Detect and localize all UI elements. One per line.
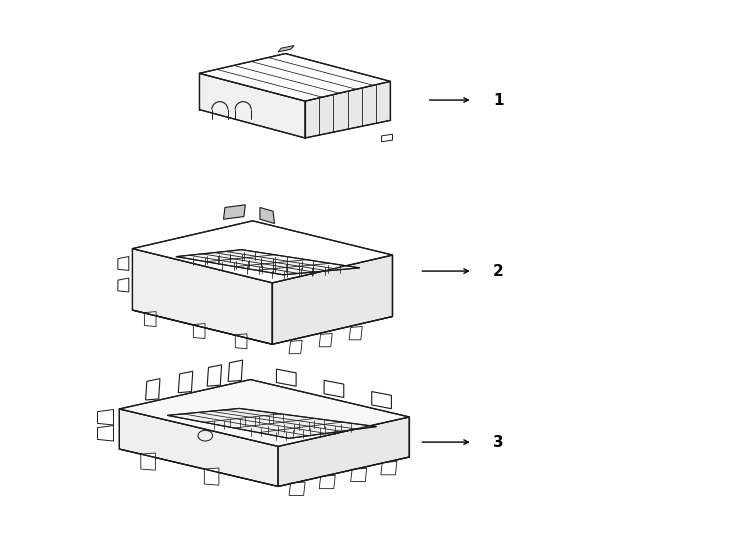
Polygon shape	[349, 327, 363, 340]
Polygon shape	[236, 334, 247, 349]
Polygon shape	[193, 323, 205, 339]
Polygon shape	[120, 380, 410, 447]
Text: 3: 3	[493, 435, 504, 450]
Polygon shape	[382, 134, 393, 141]
Polygon shape	[98, 426, 114, 441]
Polygon shape	[277, 369, 296, 386]
Polygon shape	[132, 248, 272, 345]
Polygon shape	[176, 249, 360, 275]
Polygon shape	[319, 333, 333, 347]
Polygon shape	[200, 73, 305, 138]
Polygon shape	[204, 468, 219, 485]
Polygon shape	[278, 417, 410, 487]
Polygon shape	[305, 82, 390, 138]
Polygon shape	[118, 256, 128, 271]
Polygon shape	[272, 255, 393, 345]
Polygon shape	[289, 482, 305, 495]
Text: 1: 1	[493, 92, 504, 107]
Polygon shape	[145, 312, 156, 327]
Polygon shape	[319, 475, 335, 489]
Polygon shape	[118, 278, 128, 292]
Polygon shape	[223, 205, 245, 219]
Polygon shape	[381, 462, 397, 475]
Polygon shape	[132, 221, 393, 283]
Polygon shape	[120, 409, 278, 487]
Polygon shape	[200, 53, 390, 101]
Polygon shape	[278, 45, 294, 52]
Polygon shape	[145, 379, 160, 400]
Polygon shape	[371, 392, 391, 409]
Polygon shape	[324, 380, 344, 397]
Polygon shape	[167, 408, 377, 438]
Polygon shape	[98, 409, 114, 425]
Polygon shape	[289, 340, 302, 354]
Text: 2: 2	[493, 264, 504, 279]
Polygon shape	[178, 372, 193, 393]
Polygon shape	[228, 360, 242, 381]
Polygon shape	[141, 453, 156, 470]
Polygon shape	[351, 468, 367, 482]
Polygon shape	[207, 365, 222, 386]
Polygon shape	[260, 207, 275, 224]
